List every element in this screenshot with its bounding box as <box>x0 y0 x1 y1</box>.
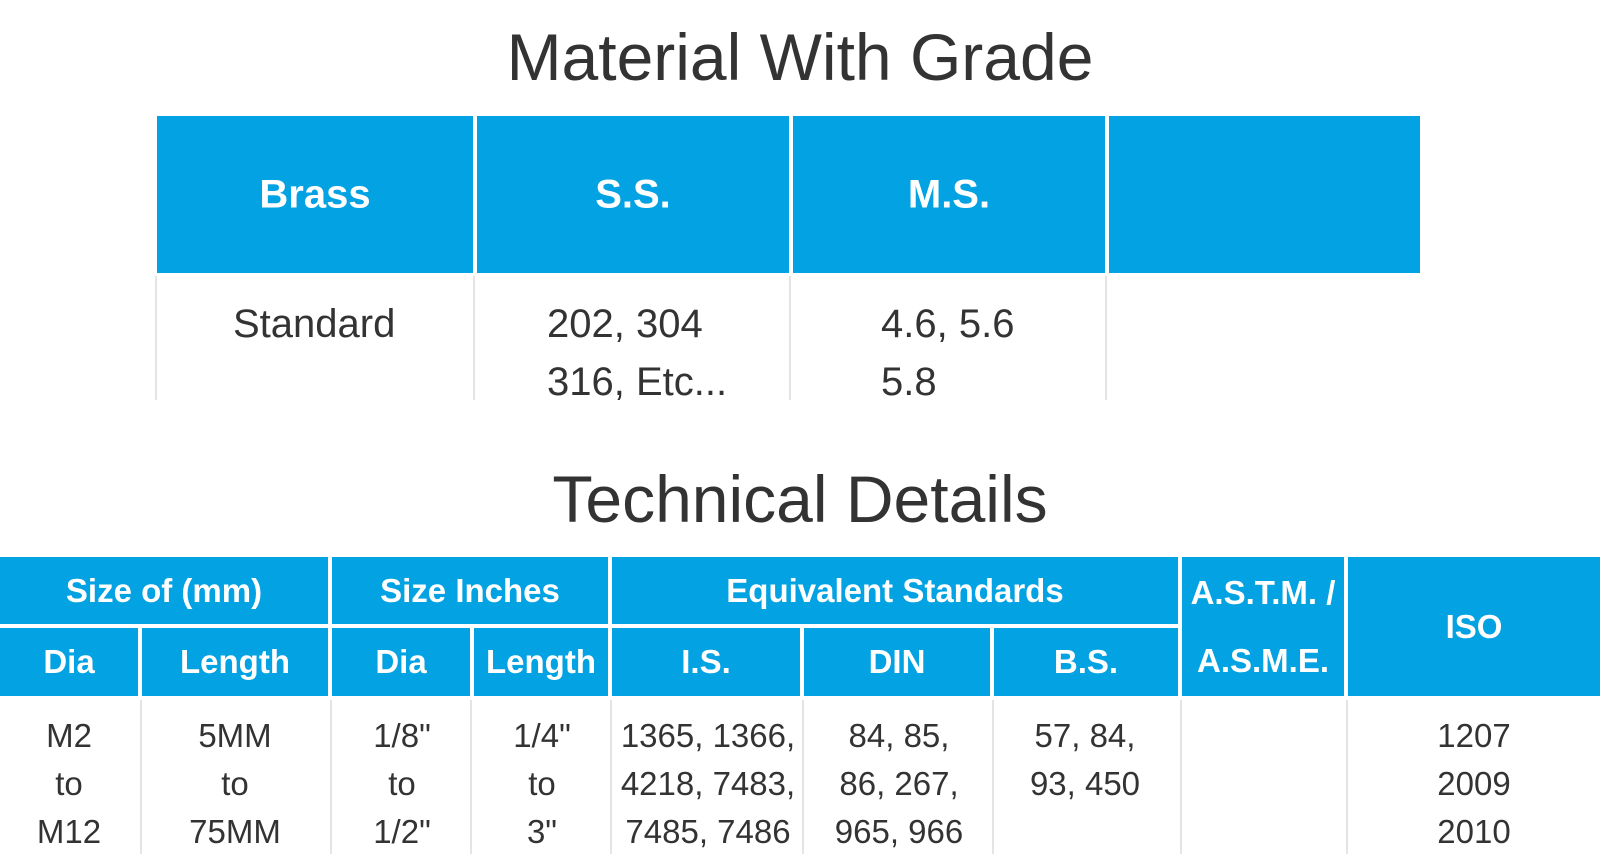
material-grade-title: Material With Grade <box>506 20 1094 94</box>
header-brass: Brass <box>157 116 473 273</box>
header-ss-label: S.S. <box>595 172 671 216</box>
header-bs: B.S. <box>994 628 1178 696</box>
cell-iso: 1207 2009 2010 <box>1437 717 1511 850</box>
cell-din: 84, 85, 86, 267, 965, 966 <box>834 717 964 850</box>
row-divider <box>610 700 612 854</box>
row-divider <box>789 276 791 400</box>
header-iso: ISO <box>1348 557 1600 696</box>
header-mm-length: Length <box>142 628 328 696</box>
header-mm-dia: Dia <box>0 628 138 696</box>
header-din: DIN <box>804 628 990 696</box>
material-grade-row: Standard 202, 304 316, Etc... 4.6, 5.6 5… <box>157 273 1420 404</box>
header-is: I.S. <box>612 628 800 696</box>
cell-mm-dia: M2 to M12 <box>36 717 102 850</box>
header-ms: M.S. <box>793 116 1105 273</box>
cell-ms-grade: 4.6, 5.6 5.8 <box>881 302 1015 404</box>
row-divider <box>140 700 142 854</box>
row-divider <box>1105 276 1107 400</box>
row-divider <box>470 700 472 854</box>
technical-details-title: Technical Details <box>552 462 1048 536</box>
cell-in-length: 1/4" to 3" <box>513 717 571 850</box>
header-ss: S.S. <box>477 116 789 273</box>
header-size-inches: Size Inches <box>332 557 608 624</box>
row-divider <box>1346 700 1348 854</box>
header-brass-label: Brass <box>259 172 371 216</box>
row-divider <box>473 276 475 400</box>
header-in-length: Length <box>474 628 608 696</box>
row-divider <box>1180 700 1182 854</box>
row-divider <box>330 700 332 854</box>
cell-is: 1365, 1366, 4218, 7483, 7485, 7486 <box>620 717 796 850</box>
row-divider <box>802 700 804 854</box>
header-astm-asme: A.S.T.M. / A.S.M.E. <box>1182 557 1344 696</box>
header-equivalent-standards: Equivalent Standards <box>612 557 1178 624</box>
row-divider <box>155 276 157 400</box>
header-in-dia: Dia <box>332 628 470 696</box>
cell-brass-grade: Standard <box>233 302 396 346</box>
cell-in-dia: 1/8" to 1/2" <box>373 717 431 850</box>
header-empty <box>1109 116 1420 273</box>
header-ms-label: M.S. <box>907 172 991 216</box>
cell-mm-length: 5MM to 75MM <box>189 717 281 850</box>
cell-bs: 57, 84, 93, 450 <box>1029 717 1141 802</box>
cell-ss-grade: 202, 304 316, Etc... <box>547 302 728 404</box>
row-divider <box>992 700 994 854</box>
cell-astm-asme <box>1182 700 1346 854</box>
header-size-mm: Size of (mm) <box>0 557 328 624</box>
